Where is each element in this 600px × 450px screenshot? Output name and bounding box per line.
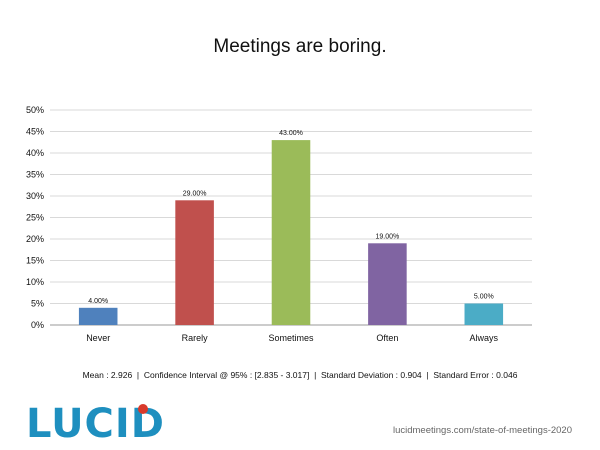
statistics-summary: Mean : 2.926 | Confidence Interval @ 95%… bbox=[82, 370, 518, 380]
data-label: 19.00% bbox=[376, 233, 400, 240]
y-tick-label: 5% bbox=[31, 299, 44, 309]
x-tick-label: Always bbox=[470, 333, 499, 343]
y-tick-label: 45% bbox=[26, 127, 44, 137]
bar bbox=[271, 140, 311, 325]
chart-title: Meetings are boring. bbox=[213, 36, 387, 57]
x-tick-label: Sometimes bbox=[268, 333, 314, 343]
y-tick-label: 25% bbox=[26, 213, 44, 223]
y-tick-label: 35% bbox=[26, 170, 44, 180]
data-label: 5.00% bbox=[474, 294, 494, 301]
y-tick-label: 30% bbox=[26, 191, 44, 201]
x-tick-label: Rarely bbox=[182, 333, 209, 343]
data-label: 29.00% bbox=[183, 190, 207, 197]
x-tick-label: Often bbox=[376, 333, 398, 343]
bar bbox=[175, 200, 214, 325]
data-label: 43.00% bbox=[279, 130, 303, 137]
data-label: 4.00% bbox=[88, 298, 108, 305]
y-tick-label: 0% bbox=[31, 320, 44, 330]
x-tick-label: Never bbox=[86, 333, 110, 343]
y-tick-label: 10% bbox=[26, 277, 44, 287]
y-tick-label: 50% bbox=[26, 105, 44, 115]
logo-dot-icon bbox=[138, 404, 148, 414]
y-tick-label: 20% bbox=[26, 234, 44, 244]
logo-text: LUCID bbox=[26, 401, 165, 447]
source-link[interactable]: lucidmeetings.com/state-of-meetings-2020 bbox=[392, 425, 572, 436]
y-tick-label: 15% bbox=[26, 256, 44, 266]
bar bbox=[464, 303, 504, 325]
bar bbox=[78, 307, 118, 325]
bar bbox=[368, 243, 407, 325]
lucid-logo: LUCID bbox=[26, 401, 165, 447]
y-tick-label: 40% bbox=[26, 148, 44, 158]
